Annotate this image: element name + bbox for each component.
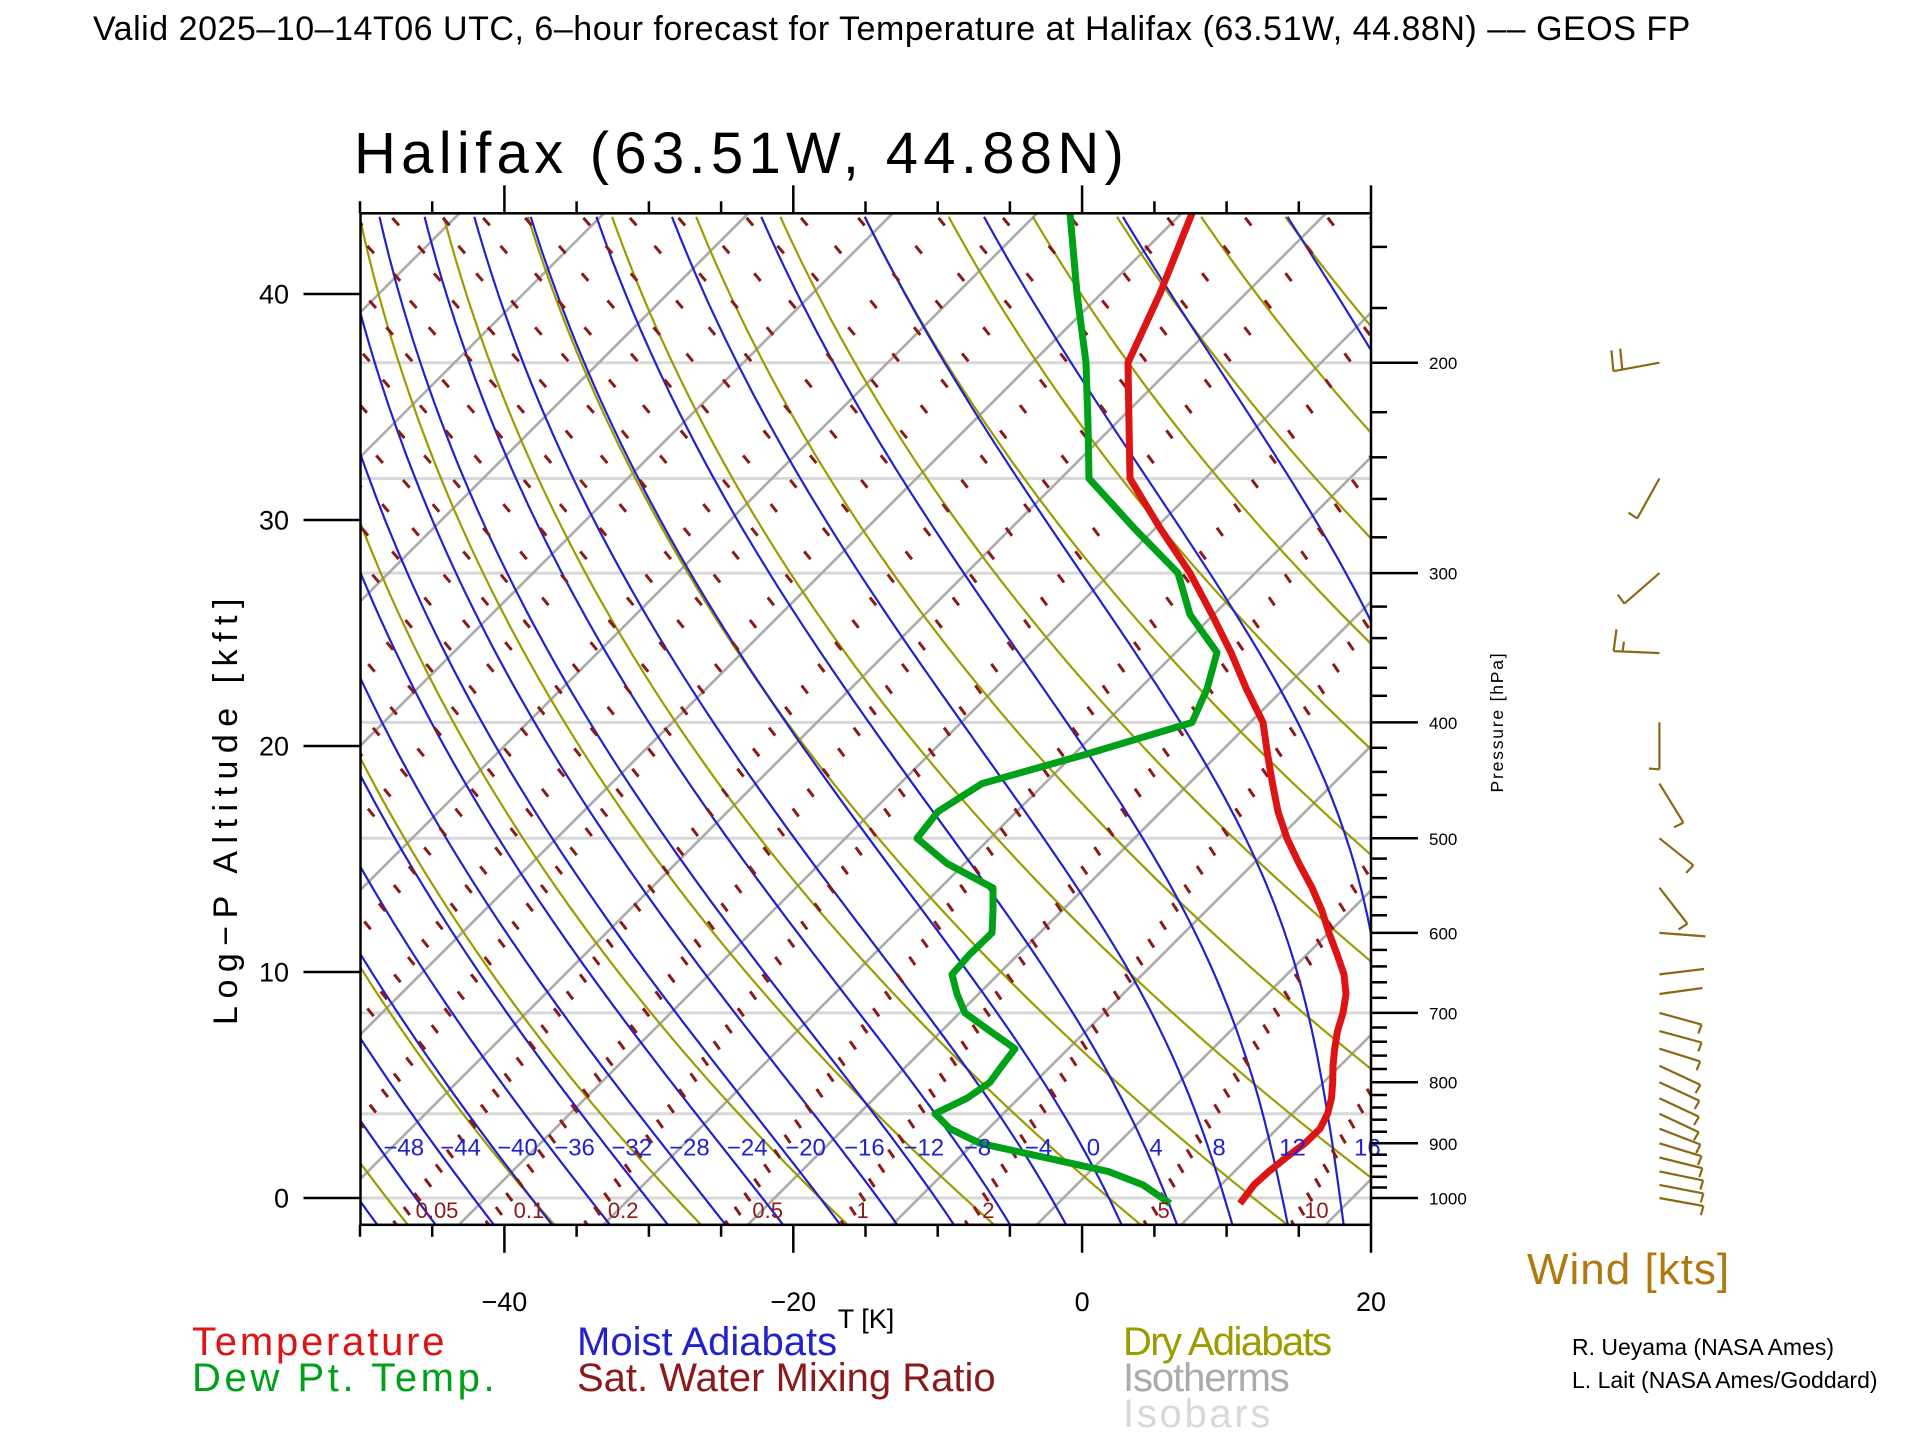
- svg-text:200: 200: [1429, 354, 1457, 373]
- svg-text:5: 5: [1158, 1198, 1170, 1223]
- svg-text:40: 40: [259, 280, 289, 310]
- svg-text:300: 300: [1429, 565, 1457, 584]
- svg-text:12: 12: [1279, 1134, 1306, 1161]
- svg-text:400: 400: [1429, 714, 1457, 733]
- svg-text:8: 8: [1212, 1134, 1225, 1161]
- svg-text:−28: −28: [669, 1134, 710, 1161]
- svg-text:Dry Adiabats: Dry Adiabats: [1123, 1320, 1331, 1364]
- svg-text:500: 500: [1429, 830, 1457, 849]
- svg-text:T [K]: T [K]: [838, 1304, 895, 1334]
- svg-text:10: 10: [259, 958, 289, 988]
- svg-text:0: 0: [274, 1184, 289, 1214]
- svg-text:−48: −48: [383, 1134, 424, 1161]
- svg-text:900: 900: [1429, 1135, 1457, 1154]
- svg-text:0.2: 0.2: [608, 1198, 639, 1223]
- svg-text:−20: −20: [770, 1287, 816, 1317]
- svg-text:Dew Pt. Temp.: Dew Pt. Temp.: [192, 1356, 498, 1400]
- svg-text:4: 4: [1149, 1134, 1162, 1161]
- svg-text:Moist Adiabats: Moist Adiabats: [577, 1320, 837, 1364]
- svg-text:Sat. Water Mixing Ratio: Sat. Water Mixing Ratio: [577, 1356, 996, 1400]
- svg-text:−40: −40: [481, 1287, 527, 1317]
- svg-text:Temperature: Temperature: [192, 1320, 447, 1364]
- svg-text:30: 30: [259, 506, 289, 536]
- svg-text:Isotherms: Isotherms: [1123, 1356, 1289, 1400]
- svg-text:Wind [kts]: Wind [kts]: [1527, 1245, 1730, 1294]
- svg-text:2: 2: [982, 1198, 994, 1223]
- svg-text:20: 20: [259, 732, 289, 762]
- svg-text:Valid 2025–10–14T06 UTC, 6–hou: Valid 2025–10–14T06 UTC, 6–hour forecast…: [93, 10, 1691, 48]
- svg-text:Log−P Altitude [kft]: Log−P Altitude [kft]: [207, 591, 245, 1025]
- svg-text:Halifax (63.51W, 44.88N): Halifax (63.51W, 44.88N): [354, 121, 1129, 186]
- svg-text:0.05: 0.05: [416, 1198, 459, 1223]
- svg-text:−20: −20: [785, 1134, 826, 1161]
- svg-text:Isobars: Isobars: [1123, 1392, 1273, 1436]
- svg-text:−44: −44: [440, 1134, 481, 1161]
- svg-text:−4: −4: [1025, 1134, 1052, 1161]
- svg-text:0: 0: [1075, 1287, 1090, 1317]
- svg-text:16: 16: [1354, 1134, 1381, 1161]
- svg-text:Pressure [hPa]: Pressure [hPa]: [1487, 652, 1507, 793]
- svg-text:20: 20: [1356, 1287, 1386, 1317]
- svg-text:0.5: 0.5: [752, 1198, 783, 1223]
- svg-text:1000: 1000: [1429, 1190, 1467, 1209]
- svg-text:−12: −12: [903, 1134, 944, 1161]
- svg-text:800: 800: [1429, 1074, 1457, 1093]
- svg-text:0: 0: [1087, 1134, 1100, 1161]
- svg-text:−24: −24: [727, 1134, 768, 1161]
- svg-text:−8: −8: [964, 1134, 991, 1161]
- svg-text:R. Ueyama (NASA Ames): R. Ueyama (NASA Ames): [1572, 1334, 1834, 1360]
- svg-text:−40: −40: [497, 1134, 538, 1161]
- svg-text:L. Lait (NASA Ames/Goddard): L. Lait (NASA Ames/Goddard): [1572, 1367, 1878, 1393]
- svg-text:10: 10: [1304, 1198, 1328, 1223]
- svg-text:−32: −32: [611, 1134, 652, 1161]
- svg-text:700: 700: [1429, 1004, 1457, 1023]
- svg-text:1: 1: [857, 1198, 869, 1223]
- svg-text:−16: −16: [844, 1134, 885, 1161]
- svg-text:600: 600: [1429, 924, 1457, 943]
- svg-text:0.1: 0.1: [514, 1198, 545, 1223]
- svg-text:−36: −36: [554, 1134, 595, 1161]
